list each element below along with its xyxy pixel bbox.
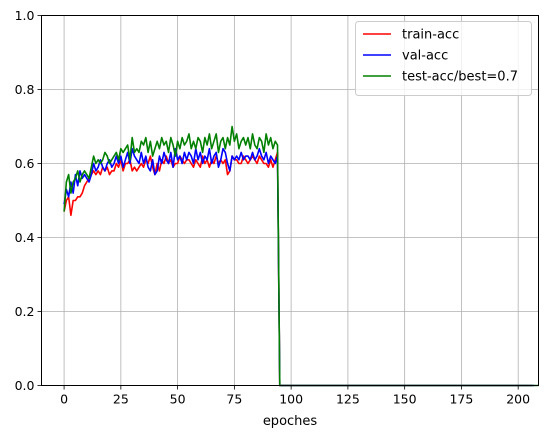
x-tick-label: 175: [449, 392, 473, 407]
y-tick-label: 0.6: [15, 156, 35, 171]
x-tick-label: 75: [226, 392, 242, 407]
x-tick-label: 125: [336, 392, 360, 407]
legend-label-test-acc-best-0-7: test-acc/best=0.7: [402, 70, 518, 85]
x-tick-label: 0: [60, 392, 68, 407]
x-tick-label: 100: [279, 392, 303, 407]
legend: train-acc val-acc test-acc/best=0.7: [355, 21, 532, 96]
y-axis-ticks: 0.0 0.2 0.4 0.6 0.8 1.0: [15, 8, 42, 393]
y-tick-label: 0.2: [15, 304, 35, 319]
y-tick-label: 0.0: [15, 378, 35, 393]
legend-entries: train-acc val-acc test-acc/best=0.7: [363, 28, 518, 85]
y-tick-label: 0.8: [15, 82, 35, 97]
x-tick-label: 50: [170, 392, 186, 407]
x-tick-label: 200: [506, 392, 530, 407]
x-tick-label: 150: [393, 392, 417, 407]
y-tick-label: 0.4: [15, 230, 35, 245]
x-axis-ticks: 0 25 50 75 100 125 150 175 200: [60, 385, 530, 407]
legend-label-train-acc: train-acc: [402, 28, 459, 43]
x-axis-title: epoches: [263, 414, 318, 429]
legend-box: [355, 21, 532, 96]
plot-frame: [41, 15, 539, 386]
y-tick-label: 1.0: [15, 8, 35, 23]
x-tick-label: 25: [113, 392, 129, 407]
legend-label-val-acc: val-acc: [402, 49, 448, 64]
